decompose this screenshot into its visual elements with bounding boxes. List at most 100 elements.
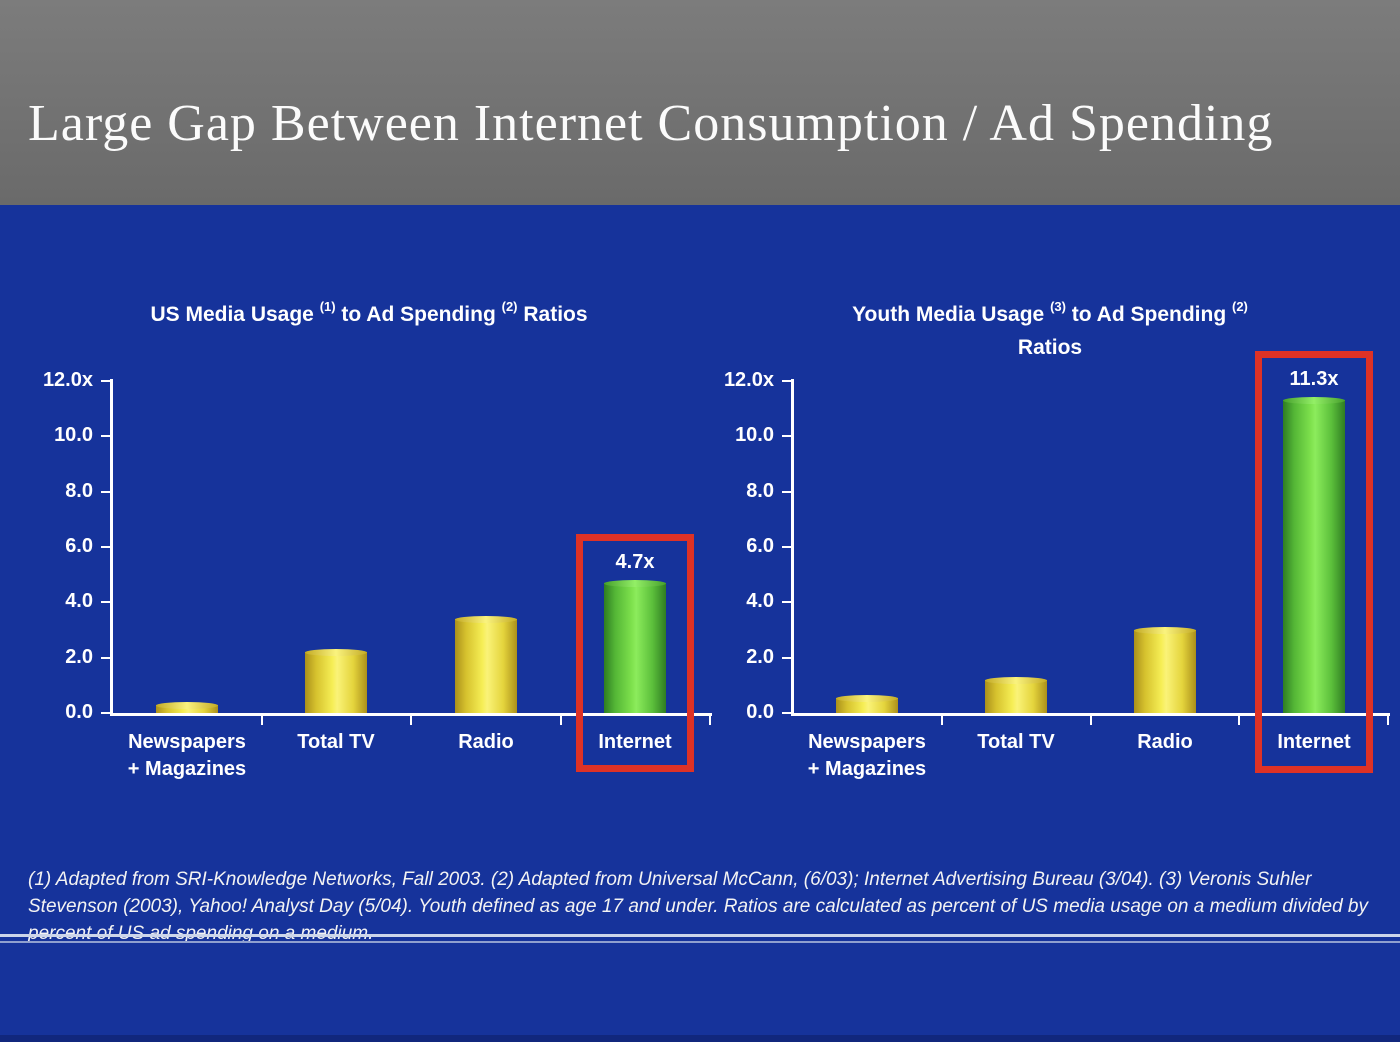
slide-header: Large Gap Between Internet Consumption /…: [0, 0, 1400, 205]
slide-title: Large Gap Between Internet Consumption /…: [28, 95, 1274, 152]
y-tick-mark: [101, 601, 110, 604]
chart-title-text: to Ad Spending: [1065, 303, 1232, 326]
category-label-line: Total TV: [977, 731, 1055, 753]
bar-top-cap: [836, 695, 898, 702]
y-axis: [110, 379, 113, 715]
y-tick-mark: [782, 656, 791, 659]
highlight-box: [1255, 351, 1373, 773]
bar-top-cap: [156, 702, 218, 709]
chart-title-superscript: (1): [319, 299, 336, 314]
y-tick-mark: [782, 490, 791, 493]
chart-title-text: Ratios: [1017, 336, 1083, 359]
y-tick-mark: [101, 490, 110, 493]
x-tick-mark: [1387, 716, 1389, 725]
y-tick-mark: [101, 712, 110, 714]
bar-internet: [1283, 397, 1345, 713]
x-tick-mark: [410, 716, 412, 725]
y-tick-mark: [101, 435, 110, 438]
category-label: Newspapers + Magazines: [97, 729, 277, 783]
highlight-box: [576, 534, 694, 772]
chart-title-line: US Media Usage (1) to Ad Spending (2) Ra…: [59, 292, 679, 331]
category-label-line: Internet: [1277, 731, 1351, 753]
chart-title-superscript: (3): [1050, 299, 1066, 314]
x-tick-mark: [1238, 716, 1241, 725]
y-tick-label: 0.0: [65, 701, 93, 723]
y-tick-label: 2.0: [65, 645, 93, 668]
category-label: Radio: [1075, 729, 1255, 756]
y-tick-label: 4.0: [65, 590, 93, 613]
chart-title-text: Youth Media Usage: [852, 303, 1051, 326]
category-label-line: Newspapers: [128, 731, 246, 753]
bar-total-tv: [985, 677, 1047, 713]
x-axis: [110, 713, 712, 716]
y-tick-label: 6.0: [746, 535, 774, 557]
bar-newspapers-magazines: [836, 695, 898, 713]
y-tick-mark: [101, 380, 110, 382]
bar-top-cap: [1134, 627, 1196, 634]
value-label: 4.7x: [615, 551, 655, 573]
y-tick-mark: [101, 656, 110, 659]
y-tick-mark: [782, 601, 791, 604]
y-tick-label: 6.0: [65, 535, 93, 557]
bar-top-cap: [604, 580, 666, 587]
category-label-line: Newspapers: [808, 731, 926, 753]
x-tick-mark: [559, 716, 562, 725]
category-label-line: Internet: [598, 731, 672, 753]
y-tick-label: 12.0x: [42, 369, 93, 391]
y-tick-mark: [101, 546, 110, 548]
chart-title-text: to Ad Spending: [335, 303, 502, 326]
y-tick-label: 12.0x: [723, 369, 774, 391]
slide-footer: MorganStanley 43 Yourseeker: [0, 943, 1400, 1042]
chart-title-line: Youth Media Usage (3) to Ad Spending (2): [740, 292, 1360, 331]
bar-top-cap: [305, 649, 367, 656]
chart-title-text: US Media Usage: [150, 303, 320, 326]
y-tick-label: 8.0: [746, 479, 774, 502]
bar-top-cap: [1283, 397, 1345, 404]
bar-newspapers-magazines: [156, 702, 218, 713]
category-label-line: Radio: [458, 731, 514, 753]
bar-internet: [604, 580, 666, 713]
category-label-line: + Magazines: [807, 758, 927, 780]
y-tick-label: 0.0: [746, 701, 774, 723]
x-axis: [791, 713, 1390, 716]
category-label: Radio: [396, 729, 576, 756]
bar-total-tv: [305, 649, 367, 713]
category-label: Total TV: [246, 729, 426, 756]
category-label: Internet: [1224, 729, 1400, 756]
category-label-line: Radio: [1137, 731, 1193, 753]
chart-title-text: Ratios: [517, 303, 588, 326]
chart-title-superscript: (2): [501, 299, 518, 314]
y-tick-label: 2.0: [746, 645, 774, 668]
y-tick-mark: [782, 435, 791, 438]
x-tick-mark: [709, 716, 711, 725]
footer-divider: [0, 934, 1400, 943]
y-tick-mark: [782, 546, 791, 548]
chart-title: US Media Usage (1) to Ad Spending (2) Ra…: [59, 292, 679, 331]
bottom-strip: [0, 1035, 1400, 1042]
category-label-line: + Magazines: [127, 758, 247, 780]
bar-top-cap: [455, 616, 517, 623]
category-label: Internet: [545, 729, 725, 756]
category-label-line: Total TV: [297, 731, 375, 753]
x-tick-mark: [940, 716, 943, 725]
footnote: (1) Adapted from SRI-Knowledge Networks,…: [28, 869, 1368, 944]
y-tick-mark: [782, 380, 791, 382]
y-axis: [791, 379, 794, 715]
chart-title: Youth Media Usage (3) to Ad Spending (2)…: [740, 292, 1360, 364]
value-label: 11.3x: [1289, 368, 1339, 390]
y-tick-label: 4.0: [746, 590, 774, 613]
y-tick-mark: [782, 712, 791, 714]
y-tick-label: 10.0: [735, 424, 774, 447]
category-label: Newspapers + Magazines: [777, 729, 957, 783]
chart-title-superscript: (2): [1232, 299, 1248, 314]
bar-radio: [1134, 627, 1196, 713]
y-tick-label: 8.0: [65, 479, 93, 502]
x-tick-mark: [260, 716, 263, 725]
bar-radio: [455, 616, 517, 713]
y-tick-label: 10.0: [54, 424, 93, 447]
category-label: Total TV: [926, 729, 1106, 756]
chart-title-line: Ratios: [740, 331, 1360, 364]
x-tick-mark: [1089, 716, 1092, 725]
